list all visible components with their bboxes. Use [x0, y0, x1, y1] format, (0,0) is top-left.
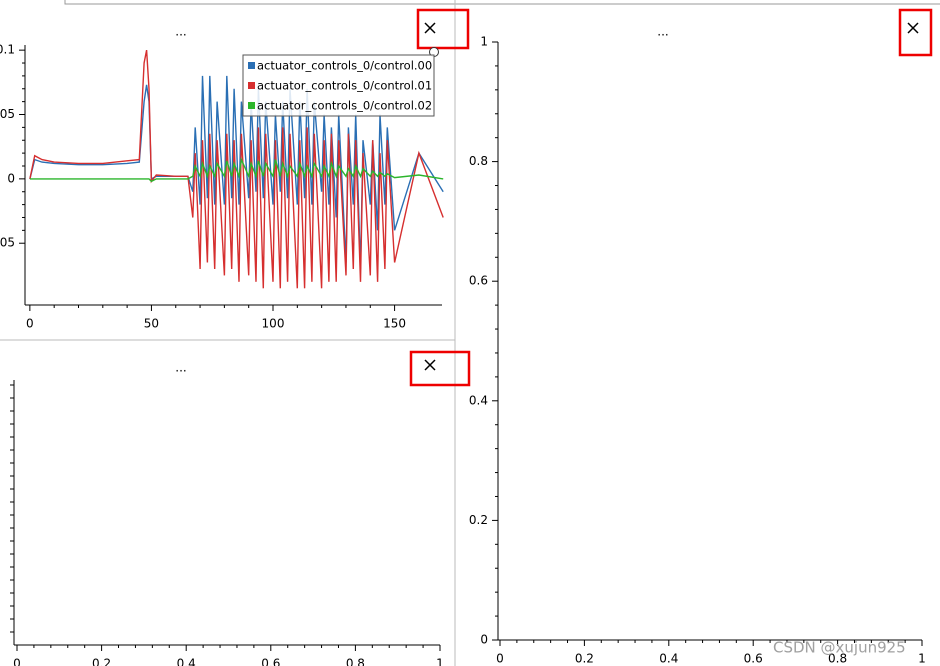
y-tick-label: 0.05	[0, 107, 15, 121]
series-line	[29, 75, 444, 270]
x-tick-label: 0.6	[744, 652, 763, 666]
x-tick-label: 0.8	[346, 657, 365, 666]
legend-swatch	[248, 62, 255, 69]
x-tick-label: 1	[918, 652, 926, 666]
highlight-box	[409, 350, 471, 387]
x-tick-label: 0.8	[828, 652, 847, 666]
x-tick-label: 1	[436, 657, 444, 666]
legend-swatch	[248, 102, 255, 109]
x-tick-label: 0.4	[659, 652, 678, 666]
x-tick-label: 0.2	[92, 657, 111, 666]
close-button[interactable]	[416, 8, 470, 50]
y-tick-label: 0	[480, 633, 488, 647]
y-tick-label: -0.05	[0, 236, 15, 250]
y-tick-label: 0.8	[469, 154, 488, 168]
close-button[interactable]	[898, 8, 933, 57]
series-line	[29, 157, 444, 183]
x-tick-label: 150	[383, 317, 406, 331]
close-icon	[424, 22, 436, 34]
x-tick-label: 0.6	[261, 657, 280, 666]
legend-label: actuator_controls_0/control.00	[257, 59, 432, 73]
y-tick-label: 0.6	[469, 274, 488, 288]
x-tick-label: 0	[496, 652, 504, 666]
highlight-box	[898, 8, 933, 57]
watermark: CSDN @xujun925	[773, 639, 906, 657]
y-tick-label: 0	[7, 171, 15, 185]
close-button[interactable]	[409, 350, 471, 387]
y-tick-label: 0.2	[469, 513, 488, 527]
window-frame	[64, 0, 940, 5]
x-tick-label: 50	[144, 317, 159, 331]
panel-title: ...	[175, 25, 186, 39]
legend-label: actuator_controls_0/control.02	[257, 99, 432, 113]
legend-label: actuator_controls_0/control.01	[257, 79, 432, 93]
x-tick-label: 100	[262, 317, 285, 331]
x-tick-label: 0.2	[575, 652, 594, 666]
x-tick-label: 0.4	[177, 657, 196, 666]
panel-title: ...	[657, 25, 668, 39]
x-tick-label: 0	[13, 657, 21, 666]
panel-title: ...	[175, 361, 186, 375]
close-icon	[424, 359, 436, 371]
legend-box	[242, 54, 435, 117]
y-tick-label: 1	[480, 35, 488, 49]
highlight-box	[416, 8, 470, 50]
legend-swatch	[248, 82, 255, 89]
legend: actuator_controls_0/control.00 actuator_c…	[242, 54, 435, 117]
y-tick-label: 0.1	[0, 43, 15, 57]
y-tick-label: 0.4	[469, 393, 488, 407]
x-tick-label: 0	[26, 317, 34, 331]
close-icon	[907, 22, 919, 34]
